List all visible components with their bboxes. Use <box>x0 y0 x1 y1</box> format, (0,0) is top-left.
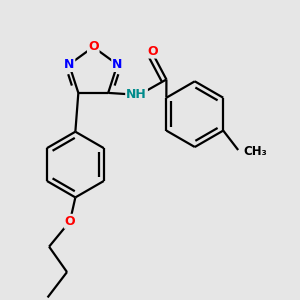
Text: CH₃: CH₃ <box>244 145 267 158</box>
Text: O: O <box>88 40 99 53</box>
Text: O: O <box>148 45 158 58</box>
Text: NH: NH <box>126 88 147 101</box>
Text: N: N <box>112 58 123 71</box>
Text: O: O <box>65 215 75 228</box>
Text: N: N <box>64 58 74 71</box>
